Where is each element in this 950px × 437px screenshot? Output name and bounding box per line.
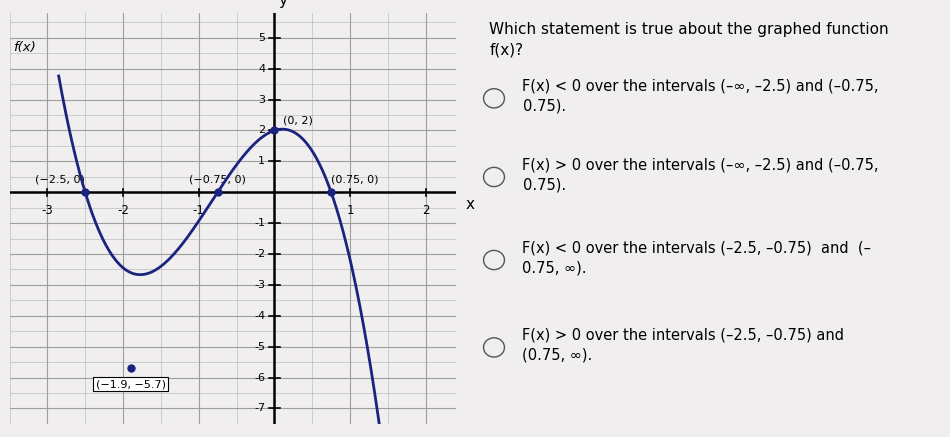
Text: -2: -2	[117, 204, 129, 217]
Text: -3: -3	[42, 204, 53, 217]
Text: F(x) > 0 over the intervals (–2.5, –0.75) and
(0.75, ∞).: F(x) > 0 over the intervals (–2.5, –0.75…	[522, 328, 845, 363]
Text: F(x) > 0 over the intervals (–∞, –2.5) and (–0.75,
0.75).: F(x) > 0 over the intervals (–∞, –2.5) a…	[522, 157, 879, 192]
Text: (−1.9, −5.7): (−1.9, −5.7)	[96, 379, 165, 389]
Text: -1: -1	[255, 218, 265, 228]
Text: 2: 2	[422, 204, 429, 217]
Text: (0, 2): (0, 2)	[283, 116, 314, 126]
Text: -7: -7	[255, 403, 265, 413]
Text: -3: -3	[255, 280, 265, 290]
Text: 1: 1	[258, 156, 265, 166]
Text: F(x) < 0 over the intervals (–∞, –2.5) and (–0.75,
0.75).: F(x) < 0 over the intervals (–∞, –2.5) a…	[522, 79, 879, 114]
Text: y: y	[279, 0, 288, 8]
Text: -4: -4	[255, 311, 265, 321]
Text: -5: -5	[255, 342, 265, 352]
Text: F(x) < 0 over the intervals (–2.5, –0.75)  and  (–
0.75, ∞).: F(x) < 0 over the intervals (–2.5, –0.75…	[522, 240, 871, 275]
Text: f(x): f(x)	[13, 41, 36, 54]
Text: 1: 1	[347, 204, 353, 217]
Text: 3: 3	[258, 94, 265, 104]
Text: -1: -1	[193, 204, 204, 217]
Text: (0.75, 0): (0.75, 0)	[332, 174, 379, 184]
Text: x: x	[466, 197, 474, 212]
Text: -6: -6	[255, 373, 265, 382]
Text: (−0.75, 0): (−0.75, 0)	[189, 174, 246, 184]
Text: -2: -2	[255, 249, 265, 259]
Text: Which statement is true about the graphed function
f(x)?: Which statement is true about the graphe…	[489, 22, 889, 58]
Text: 4: 4	[258, 64, 265, 74]
Text: 2: 2	[258, 125, 265, 135]
Text: 5: 5	[258, 33, 265, 43]
Text: (−2.5, 0): (−2.5, 0)	[35, 174, 86, 184]
